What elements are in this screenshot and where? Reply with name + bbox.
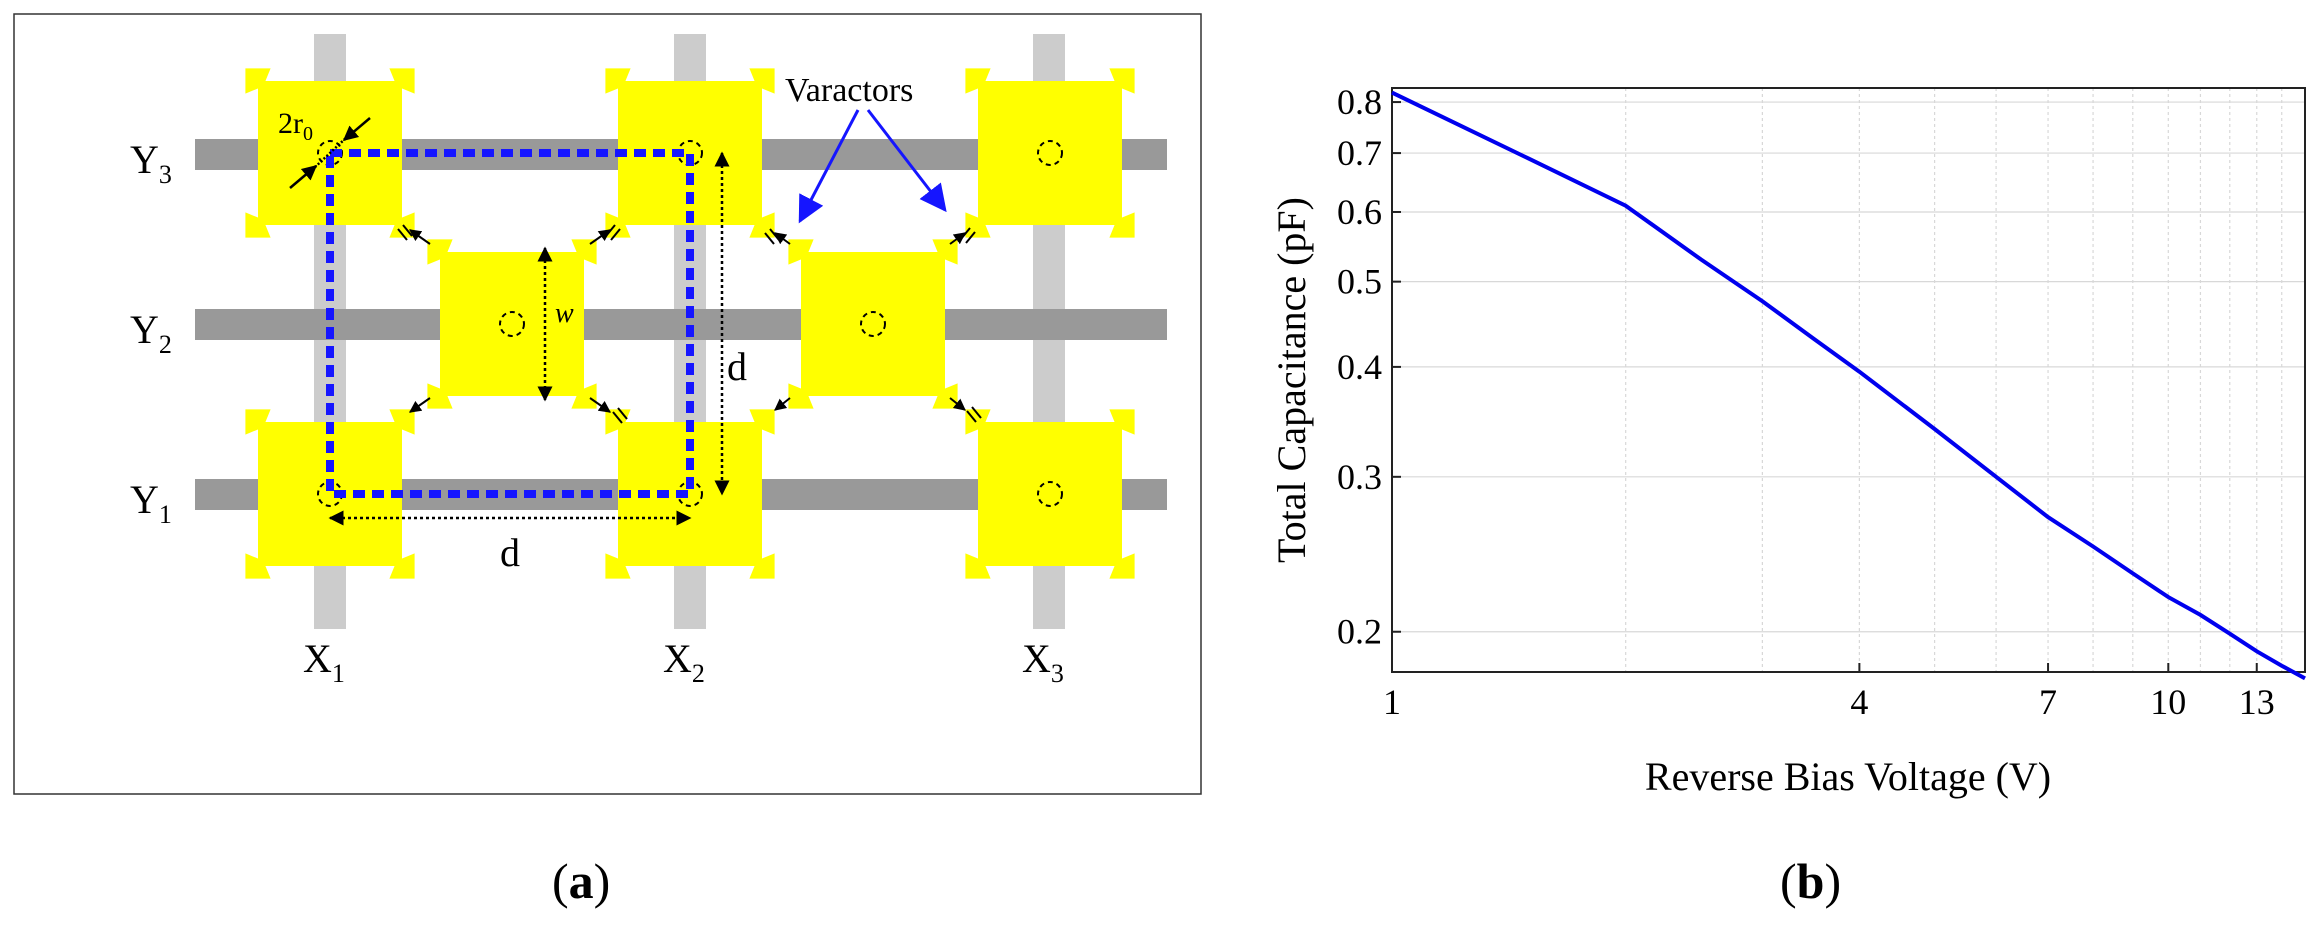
- chart-grid: [1391, 88, 2306, 672]
- col-label-x2: X2: [663, 636, 705, 688]
- yellow-patches: [245, 68, 1135, 579]
- col-label-x3: X3: [1022, 636, 1064, 688]
- patch-corner: [1103, 206, 1135, 238]
- y-tick-label: 0.2: [1337, 612, 1382, 652]
- chart-ticks: 1 4 7 10 13 0.2 0.3 0.4 0.5 0.6 0.7 0.8: [1337, 82, 2275, 722]
- yellow-patch: [978, 422, 1122, 566]
- patch-corner: [926, 377, 958, 409]
- via-circle: [1037, 481, 1063, 507]
- patch-corner: [1103, 68, 1135, 100]
- varactor: [949, 227, 976, 245]
- row-label-y1: Y1: [130, 477, 172, 529]
- unit-cell-path: [326, 149, 694, 498]
- patch-corner: [427, 239, 459, 271]
- patch-corner: [743, 68, 775, 100]
- varactor: [409, 397, 431, 413]
- patch-corner: [605, 68, 637, 100]
- d-vertical-label: d: [727, 344, 747, 389]
- x-axis-label: Reverse Bias Voltage (V): [1645, 754, 2051, 799]
- patch-corner: [743, 206, 775, 238]
- radius-label: 2r0: [278, 107, 313, 145]
- caption-a: (a): [552, 853, 610, 909]
- radius-arrowheads: [289, 117, 371, 189]
- patch-corner: [383, 409, 415, 441]
- x-tick-label: 4: [1850, 682, 1868, 722]
- width-label: w: [555, 298, 574, 329]
- y-tick-label: 0.5: [1337, 262, 1382, 302]
- dimension-lines: [311, 135, 730, 526]
- patch-corner: [743, 547, 775, 579]
- x-tick-label: 10: [2150, 682, 2186, 722]
- y-tick-label: 0.8: [1337, 82, 1382, 122]
- yellow-patch: [440, 252, 584, 396]
- panel-a: Y3 Y2 Y1 X1 X2 X3 Varactors 2r0 w d d (a…: [13, 13, 1202, 909]
- y-tick-label: 0.7: [1337, 133, 1382, 173]
- plot-area-frame: [1391, 87, 2306, 673]
- patch-corner: [788, 377, 820, 409]
- row-label-y2: Y2: [130, 307, 172, 359]
- x-tick-label: 1: [1383, 682, 1401, 722]
- varactor: [949, 397, 982, 423]
- patch-corner: [245, 206, 277, 238]
- patch-corner: [965, 547, 997, 579]
- varactor: [764, 228, 791, 245]
- y-tick-label: 0.4: [1337, 347, 1382, 387]
- patch-corner: [565, 239, 597, 271]
- x-tick-label: 7: [2039, 682, 2057, 722]
- y-tick-label: 0.3: [1337, 457, 1382, 497]
- patch-corner: [605, 547, 637, 579]
- varactors: [397, 224, 982, 424]
- capacitance-series-line: [1391, 90, 2306, 681]
- varactors-label: Varactors: [785, 72, 913, 109]
- y-tick-label: 0.6: [1337, 192, 1382, 232]
- varactor-label-arrows: [798, 109, 947, 224]
- x-tick-label: 13: [2239, 682, 2275, 722]
- varactor: [397, 224, 431, 245]
- via-circle: [1037, 140, 1063, 166]
- patch-corner: [245, 409, 277, 441]
- varactor: [589, 224, 621, 245]
- row-label-y3: Y3: [130, 137, 172, 189]
- patch-corner: [605, 409, 637, 441]
- patch-corner: [965, 68, 997, 100]
- d-horizontal-label: d: [500, 530, 520, 575]
- patch-corner: [245, 547, 277, 579]
- patch-corner: [1103, 547, 1135, 579]
- patch-corner: [565, 377, 597, 409]
- y-axis-label: Total Capacitance (pF): [1269, 197, 1314, 563]
- via-circle: [499, 311, 525, 337]
- patch-corner: [605, 206, 637, 238]
- col-label-x1: X1: [303, 636, 345, 688]
- caption-b: (b): [1780, 853, 1841, 909]
- row-bar-y2: [195, 309, 1167, 340]
- patch-corner: [788, 239, 820, 271]
- yellow-patch: [801, 252, 945, 396]
- patch-corner: [1103, 409, 1135, 441]
- patch-corner: [965, 206, 997, 238]
- yellow-patch: [978, 81, 1122, 225]
- varactor: [589, 397, 628, 424]
- patch-corner: [383, 547, 415, 579]
- panel-b: 1 4 7 10 13 0.2 0.3 0.4 0.5 0.6 0.7 0.8 Reverse Bia…: [1269, 82, 2306, 909]
- patch-corner: [245, 68, 277, 100]
- patch-corner: [383, 68, 415, 100]
- patch-corner: [926, 239, 958, 271]
- radius-dimension-line: [311, 135, 349, 171]
- patch-corner: [743, 409, 775, 441]
- patch-corner: [427, 377, 459, 409]
- varactor: [774, 397, 791, 411]
- via-circle: [860, 311, 886, 337]
